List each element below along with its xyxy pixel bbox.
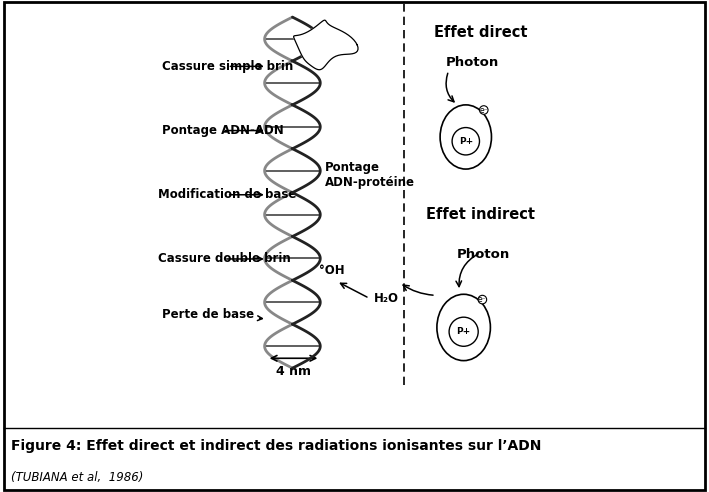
Text: Pontage ADN-ADN: Pontage ADN-ADN bbox=[162, 124, 284, 137]
Circle shape bbox=[449, 317, 478, 346]
Text: Modification de base: Modification de base bbox=[157, 188, 296, 201]
Text: Cassure double brin: Cassure double brin bbox=[157, 252, 291, 266]
Polygon shape bbox=[294, 20, 358, 70]
Circle shape bbox=[478, 295, 486, 304]
Text: H₂O: H₂O bbox=[374, 292, 398, 305]
Text: Photon: Photon bbox=[445, 56, 499, 68]
Circle shape bbox=[452, 127, 479, 155]
Text: Figure 4: Effet direct et indirect des radiations ionisantes sur l’ADN: Figure 4: Effet direct et indirect des r… bbox=[11, 439, 541, 453]
Text: Photon: Photon bbox=[457, 248, 510, 261]
Text: Perte de base: Perte de base bbox=[162, 308, 262, 321]
Text: 4 nm: 4 nm bbox=[276, 365, 311, 378]
Text: P+: P+ bbox=[459, 137, 473, 146]
Circle shape bbox=[479, 106, 488, 114]
Text: P+: P+ bbox=[457, 327, 471, 336]
Ellipse shape bbox=[440, 105, 491, 169]
Text: e⁻: e⁻ bbox=[479, 105, 488, 115]
Ellipse shape bbox=[437, 294, 491, 361]
Text: Effet indirect: Effet indirect bbox=[426, 207, 535, 221]
Text: Cassure simple brin: Cassure simple brin bbox=[162, 60, 293, 73]
Text: e⁻: e⁻ bbox=[478, 295, 486, 304]
Text: °OH: °OH bbox=[319, 264, 345, 277]
Text: Effet direct: Effet direct bbox=[434, 25, 527, 39]
Text: (TUBIANA et al,  1986): (TUBIANA et al, 1986) bbox=[11, 471, 143, 485]
Text: Pontage
ADN-protéine: Pontage ADN-protéine bbox=[325, 161, 415, 189]
